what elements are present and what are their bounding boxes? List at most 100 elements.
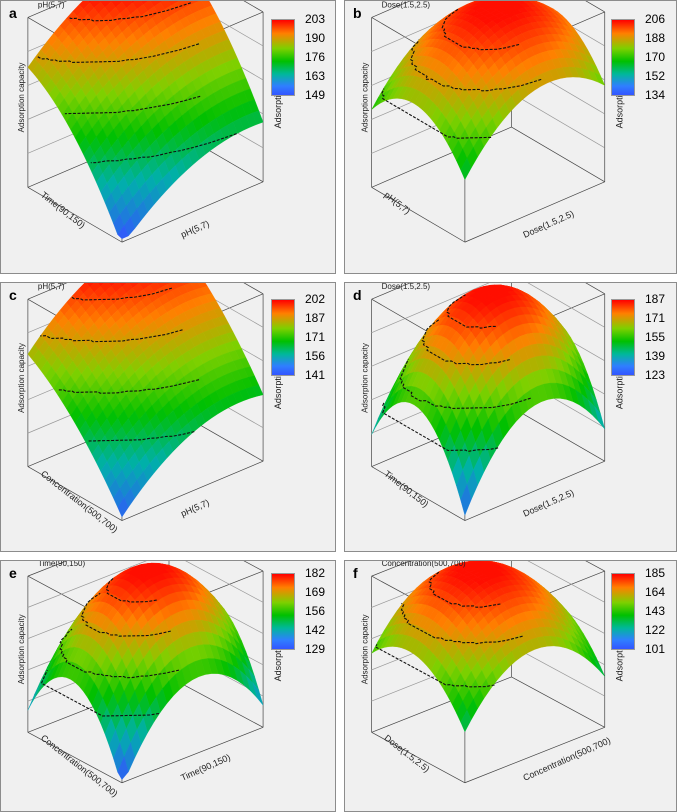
legend-tick: 164 <box>645 585 666 599</box>
contour-line <box>64 95 201 115</box>
axis-label: Time(90,150) <box>39 190 87 231</box>
axis-line <box>27 1 68 18</box>
axis-line <box>585 1 605 13</box>
axis-label: Adsorption capacity <box>361 343 370 413</box>
axis-label: pH(5,7) <box>38 283 65 291</box>
panel-e: Time(90,150)Concentration(500,700)Concen… <box>0 560 336 812</box>
contour-line <box>400 602 523 645</box>
grid-line <box>511 645 605 697</box>
panel-label: d <box>353 287 362 303</box>
legend-tick: 169 <box>305 585 326 599</box>
panel-c: pH(5,7)Concentration(500,700)Concentrati… <box>0 282 336 552</box>
grid-line <box>185 561 264 603</box>
axis-line <box>511 126 605 183</box>
surface-plot: pH(5,7)Time(90,150)Time(90,150)pH(5,7)Ad… <box>17 1 283 243</box>
contour-line <box>59 628 180 679</box>
legend-tick: 143 <box>645 604 666 618</box>
axis-line <box>585 283 605 295</box>
legend-tick: 203 <box>305 12 326 26</box>
axis-label: pH(5,7) <box>38 1 65 9</box>
axis-line <box>121 460 264 521</box>
legend-tick: 122 <box>645 623 666 637</box>
axis-label: Time(90,150) <box>179 752 232 783</box>
legend-tick: 134 <box>645 88 666 102</box>
axis-label: Adsorption capacity <box>17 614 26 684</box>
axis-label: Concentration(500,700) <box>39 733 120 799</box>
legend-tick: 187 <box>645 292 666 306</box>
axis-line <box>27 732 123 784</box>
axis-line <box>511 676 605 728</box>
axis-line <box>464 460 605 521</box>
axis-line <box>27 466 123 521</box>
axis-line <box>243 561 264 572</box>
contour-line <box>40 669 160 717</box>
axis-line <box>27 561 68 577</box>
grid-line <box>27 561 147 608</box>
axis-line <box>27 283 68 300</box>
grid-line <box>511 92 605 149</box>
panel-label: f <box>353 565 358 581</box>
surface <box>371 561 605 733</box>
contour-line <box>428 570 501 608</box>
legend-tick: 101 <box>645 642 666 656</box>
contour-line <box>68 2 191 22</box>
legend-tick: 129 <box>305 642 326 656</box>
axis-line <box>27 187 123 243</box>
legend-tick: 188 <box>645 31 666 45</box>
axis-line <box>371 466 466 521</box>
legend-tick: 141 <box>305 368 326 382</box>
axis-line <box>585 561 605 572</box>
legend-tick: 176 <box>305 50 326 64</box>
surface-facet <box>87 1 93 4</box>
contour-line <box>71 287 173 301</box>
surface-plot: Dose(1.5,2.5)pH(5,7)pH(5,7)Dose(1.5,2.5)… <box>361 1 625 243</box>
surface-plot: Concentration(500,700)Dose(1.5,2.5)Dose(… <box>361 561 625 784</box>
legend-tick: 171 <box>645 311 666 325</box>
surface-facet <box>460 157 472 181</box>
legend-tick: 202 <box>305 292 326 306</box>
axis-label: Dose(1.5,2.5) <box>382 283 431 291</box>
contour-line <box>40 329 183 343</box>
legend-tick: 182 <box>305 566 326 580</box>
axis-label: Dose(1.5,2.5) <box>382 733 431 774</box>
contour-line <box>382 402 499 452</box>
legend-tick: 123 <box>645 368 666 382</box>
grid-line <box>527 283 605 328</box>
grid-line <box>185 283 264 328</box>
panel-a: pH(5,7)Time(90,150)Time(90,150)pH(5,7)Ad… <box>0 0 336 274</box>
axis-label: Dose(1.5,2.5) <box>522 208 576 239</box>
axis-line <box>511 406 605 462</box>
legend-tick: 149 <box>305 88 326 102</box>
contour-line <box>446 294 496 329</box>
surface-facet <box>117 225 129 239</box>
legend-tick: 190 <box>305 31 326 45</box>
axis-label: Adsorption capacity <box>17 63 26 133</box>
legend-tick: 156 <box>305 349 326 363</box>
legend-tick: 142 <box>305 623 326 637</box>
surface-facet <box>97 283 105 287</box>
panel-b: Dose(1.5,2.5)pH(5,7)pH(5,7)Dose(1.5,2.5)… <box>344 0 677 274</box>
contour-line <box>441 8 520 51</box>
axis-line <box>121 726 264 784</box>
panel-f: Concentration(500,700)Dose(1.5,2.5)Dose(… <box>344 560 677 812</box>
legend-tick: 170 <box>645 50 666 64</box>
surface-facet <box>117 497 129 518</box>
legend-tick: 171 <box>305 330 326 344</box>
axis-label: Adsorption capacity <box>361 614 370 684</box>
axis-label: Time(90,150) <box>38 561 86 568</box>
contour-line <box>399 358 531 410</box>
axis-label: Dose(1.5,2.5) <box>522 487 576 518</box>
contour-line <box>57 379 200 394</box>
legend-tick: 152 <box>645 69 666 83</box>
panel-label: a <box>9 5 17 21</box>
surface <box>27 1 264 239</box>
surface-plot: Dose(1.5,2.5)Time(90,150)Time(90,150)Dos… <box>361 283 625 521</box>
grid-line <box>371 283 490 334</box>
legend-tick: 156 <box>305 604 326 618</box>
axis-line <box>371 283 411 300</box>
contour-line <box>421 318 510 366</box>
legend-tick: 185 <box>645 566 666 580</box>
axis-line <box>464 181 605 243</box>
axis-label: Concentration(500,700) <box>382 561 466 568</box>
contour-line <box>88 431 195 442</box>
